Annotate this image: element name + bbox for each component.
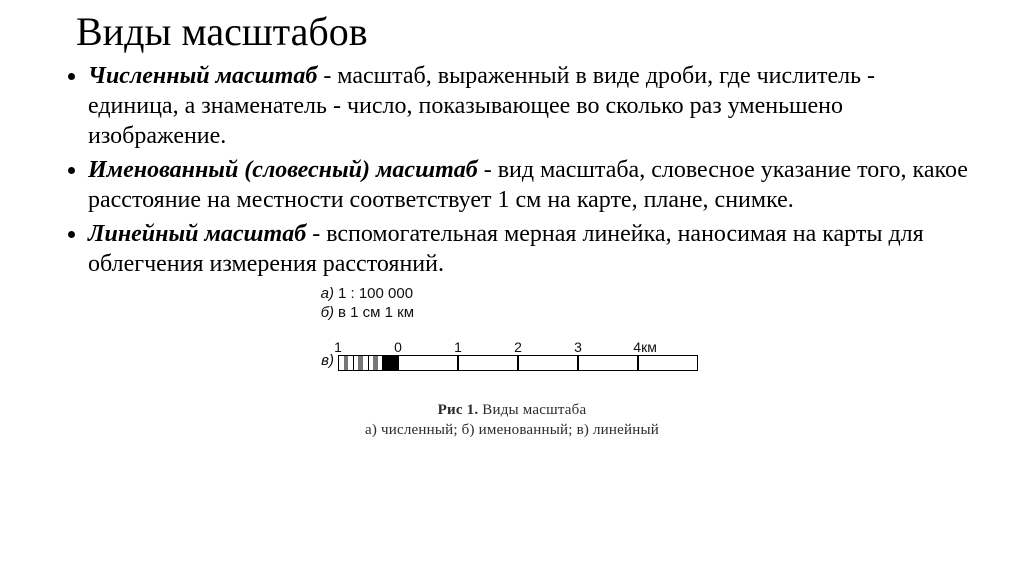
caption-lead: Рис 1. [438,402,479,418]
figure-label-a: а) [312,285,338,302]
tick-label: 1 [454,339,462,355]
scale-segment [518,355,578,371]
page-title: Виды масштабов [76,8,968,55]
linear-scale-bar [338,355,698,371]
definition-list: Численный масштаб - масштаб, выраженный … [56,61,968,279]
tick-label: 0 [394,339,402,355]
tick-label: 3 [574,339,582,355]
caption-title: Виды масштаба [478,402,586,418]
scale-segment [638,355,698,371]
tick-label-unit: 4км [633,339,657,355]
scale-segment [398,355,458,371]
numeric-scale-value: 1 : 100 000 [338,285,413,302]
slide: Виды масштабов Численный масштаб - масшт… [0,0,1024,440]
caption-legend: а) численный; б) именованный; в) линейны… [312,421,712,441]
scale-tick-labels: 1 0 1 2 3 4км [338,339,698,355]
scale-segment [458,355,518,371]
term: Именованный (словесный) масштаб [88,157,478,183]
tick-label: 2 [514,339,522,355]
term: Численный масштаб [88,63,317,89]
scale-segment [578,355,638,371]
named-scale-value: в 1 см 1 км [338,304,414,321]
list-item: Линейный масштаб - вспомогательная мерна… [88,219,968,279]
figure: а) 1 : 100 000 б) в 1 см 1 км в) 1 0 1 2… [312,285,712,440]
figure-row-b: б) в 1 см 1 км [312,304,712,321]
figure-label-b: б) [312,304,338,321]
list-item: Численный масштаб - масштаб, выраженный … [88,61,968,151]
figure-row-a: а) 1 : 100 000 [312,285,712,302]
term: Линейный масштаб [88,221,306,247]
figure-caption: Рис 1. Виды масштаба а) численный; б) им… [312,401,712,440]
scale-segment-subdivided [338,355,398,371]
list-item: Именованный (словесный) масштаб - вид ма… [88,155,968,215]
tick-label: 1 [334,339,342,355]
figure-row-v: в) 1 0 1 2 3 4км [312,339,712,371]
